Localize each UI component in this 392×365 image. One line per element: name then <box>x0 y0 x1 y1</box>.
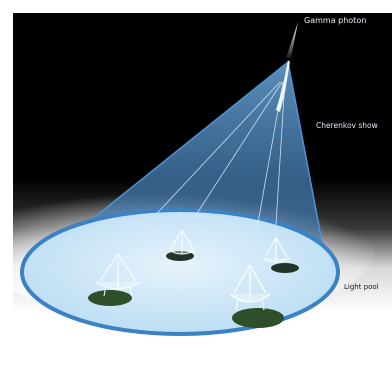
telescope-right-back <box>261 237 291 263</box>
telescope-center-back <box>167 229 197 255</box>
telescope-left <box>95 253 141 297</box>
telescope-shadow <box>88 290 132 306</box>
light-rays <box>117 79 286 269</box>
telescope-front <box>229 264 271 311</box>
telescope-shadow <box>271 263 299 273</box>
gamma-photon-track <box>286 22 298 58</box>
gamma-photon-label: Gamma photon <box>304 16 367 25</box>
cherenkov-shower-label: Cherenkov show <box>316 121 378 130</box>
light-pool-label: Light pool <box>344 283 379 291</box>
shower-streak <box>276 60 290 112</box>
telescope-shadow <box>232 308 284 328</box>
